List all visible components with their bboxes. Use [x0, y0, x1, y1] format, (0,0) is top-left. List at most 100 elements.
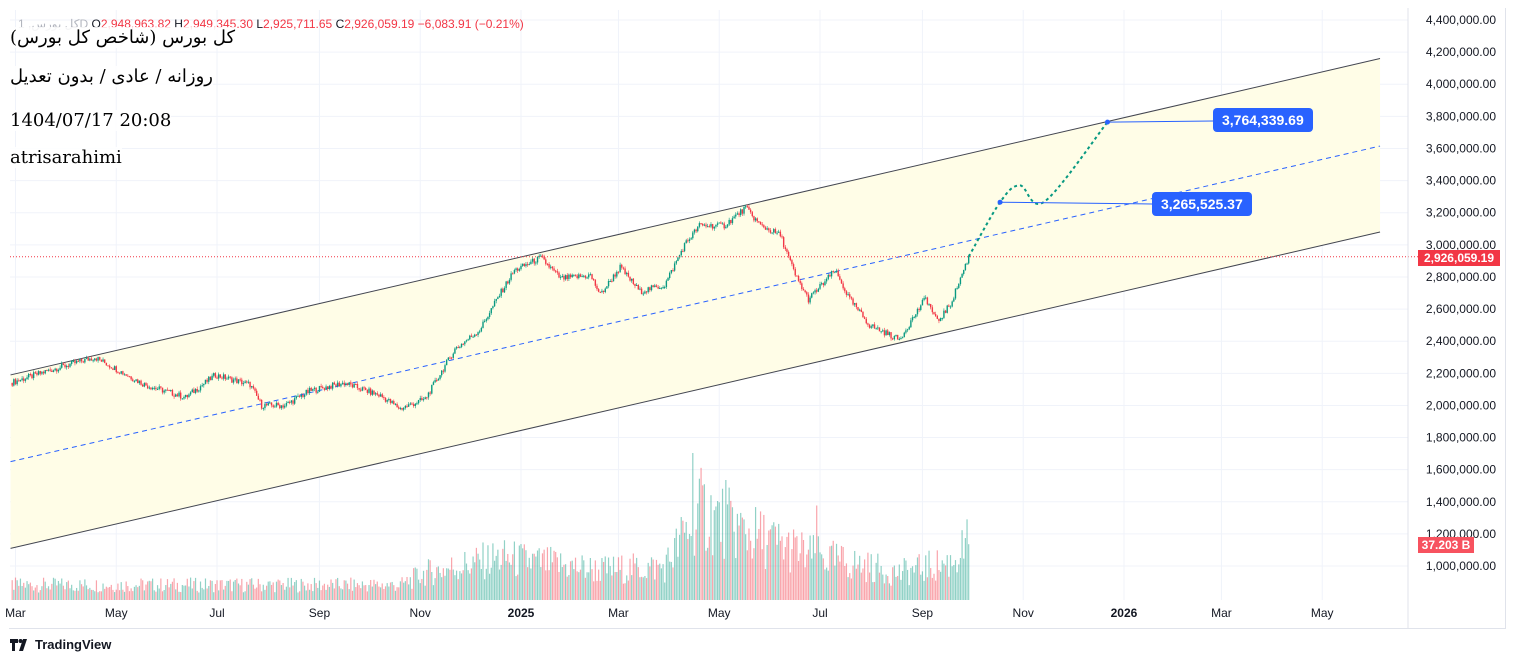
- volume-bar: [484, 579, 486, 600]
- candle-body: [193, 389, 195, 394]
- volume-bar: [203, 589, 205, 600]
- candle-body: [57, 369, 60, 372]
- candle-body: [854, 303, 856, 305]
- volume-bar: [194, 577, 197, 600]
- candle-body: [963, 270, 965, 274]
- channel-lower-line: [10, 231, 1381, 549]
- volume-bar: [275, 581, 278, 600]
- volume-bar: [806, 554, 808, 600]
- candle-body: [756, 218, 758, 222]
- volume-bar: [204, 578, 207, 600]
- candle-body: [929, 304, 932, 308]
- candle-body: [421, 398, 423, 401]
- candle-body: [222, 374, 225, 379]
- volume-bar: [680, 517, 682, 600]
- volume-bar: [536, 550, 539, 600]
- candle-body: [588, 274, 590, 278]
- candle-body: [259, 399, 261, 401]
- callout-anchor-point: [1104, 119, 1110, 125]
- candle-body: [317, 391, 319, 393]
- volume-bar: [403, 582, 405, 600]
- candle-body: [237, 379, 240, 384]
- candle-body: [289, 401, 291, 403]
- candle-body: [313, 387, 316, 389]
- volume-bar: [892, 567, 894, 600]
- volume-bar: [839, 561, 841, 600]
- volume-bar: [700, 467, 702, 600]
- volume-bar: [327, 584, 329, 600]
- volume-bar: [888, 583, 890, 600]
- candle-body: [32, 372, 35, 379]
- volume-bar: [280, 585, 283, 600]
- candle-body: [685, 240, 687, 244]
- candle-body: [145, 383, 147, 386]
- candle-body: [951, 301, 953, 307]
- candle-body: [533, 258, 535, 264]
- volume-bar: [355, 587, 357, 600]
- volume-bar: [241, 578, 243, 600]
- volume-bar: [918, 554, 920, 600]
- volume-bar: [593, 581, 595, 600]
- candle-body: [49, 369, 51, 371]
- volume-bar: [299, 591, 301, 600]
- volume-bar: [690, 536, 692, 600]
- volume-bar: [373, 579, 375, 600]
- candle-body: [464, 341, 466, 345]
- candle-body: [66, 365, 68, 368]
- volume-bar: [629, 558, 631, 600]
- candle-body: [784, 247, 787, 250]
- candle-body: [394, 403, 397, 405]
- candle-body: [381, 394, 383, 398]
- volume-bar: [857, 564, 859, 600]
- candle-body: [16, 380, 18, 385]
- volume-bar: [472, 556, 474, 600]
- volume-bar: [726, 504, 729, 600]
- volume-bar: [424, 585, 426, 600]
- candle-body: [224, 374, 226, 380]
- candle-body: [786, 249, 788, 252]
- candle-body: [581, 276, 583, 278]
- volume-bar: [137, 587, 139, 600]
- volume-bar: [393, 585, 395, 600]
- volume-bar: [528, 557, 530, 600]
- volume-bar: [441, 577, 443, 600]
- volume-bar: [601, 558, 603, 600]
- volume-bar: [244, 591, 246, 600]
- volume-bar: [183, 585, 185, 600]
- volume-bar: [282, 582, 284, 600]
- y-tick-label: 3,600,000.00: [1426, 141, 1496, 155]
- volume-bar: [376, 581, 378, 600]
- candle-body: [944, 310, 947, 313]
- volume-bar: [845, 563, 848, 600]
- volume-bar: [87, 589, 89, 600]
- candle-body: [351, 384, 354, 388]
- candle-body: [82, 361, 84, 363]
- candle-body: [875, 328, 877, 330]
- candle-body: [796, 275, 798, 277]
- tradingview-logo[interactable]: TradingView: [10, 637, 111, 652]
- volume-bar: [485, 568, 487, 600]
- volume-bar: [158, 588, 160, 600]
- candle-body: [540, 255, 542, 257]
- target-callout-2[interactable]: 3,764,339.69: [1213, 108, 1313, 132]
- candle-body: [953, 298, 955, 302]
- volume-bar: [721, 488, 724, 600]
- candle-body: [825, 278, 828, 282]
- candle-body: [936, 316, 939, 319]
- candle-body: [946, 305, 948, 313]
- note-author: atrisarahimi: [10, 147, 122, 168]
- volume-bar: [439, 572, 441, 600]
- target-callout-1[interactable]: 3,265,525.37: [1152, 192, 1252, 216]
- candle-body: [135, 379, 137, 382]
- candle-body: [487, 316, 489, 320]
- candle-body: [840, 279, 843, 284]
- candle-body: [597, 289, 600, 292]
- candle-body: [814, 290, 816, 293]
- candle-body: [267, 402, 269, 406]
- candle-body: [735, 214, 737, 217]
- volume-bar: [617, 557, 620, 600]
- candle-body: [695, 229, 697, 232]
- volume-bar: [865, 582, 867, 600]
- volume-bar: [538, 548, 540, 600]
